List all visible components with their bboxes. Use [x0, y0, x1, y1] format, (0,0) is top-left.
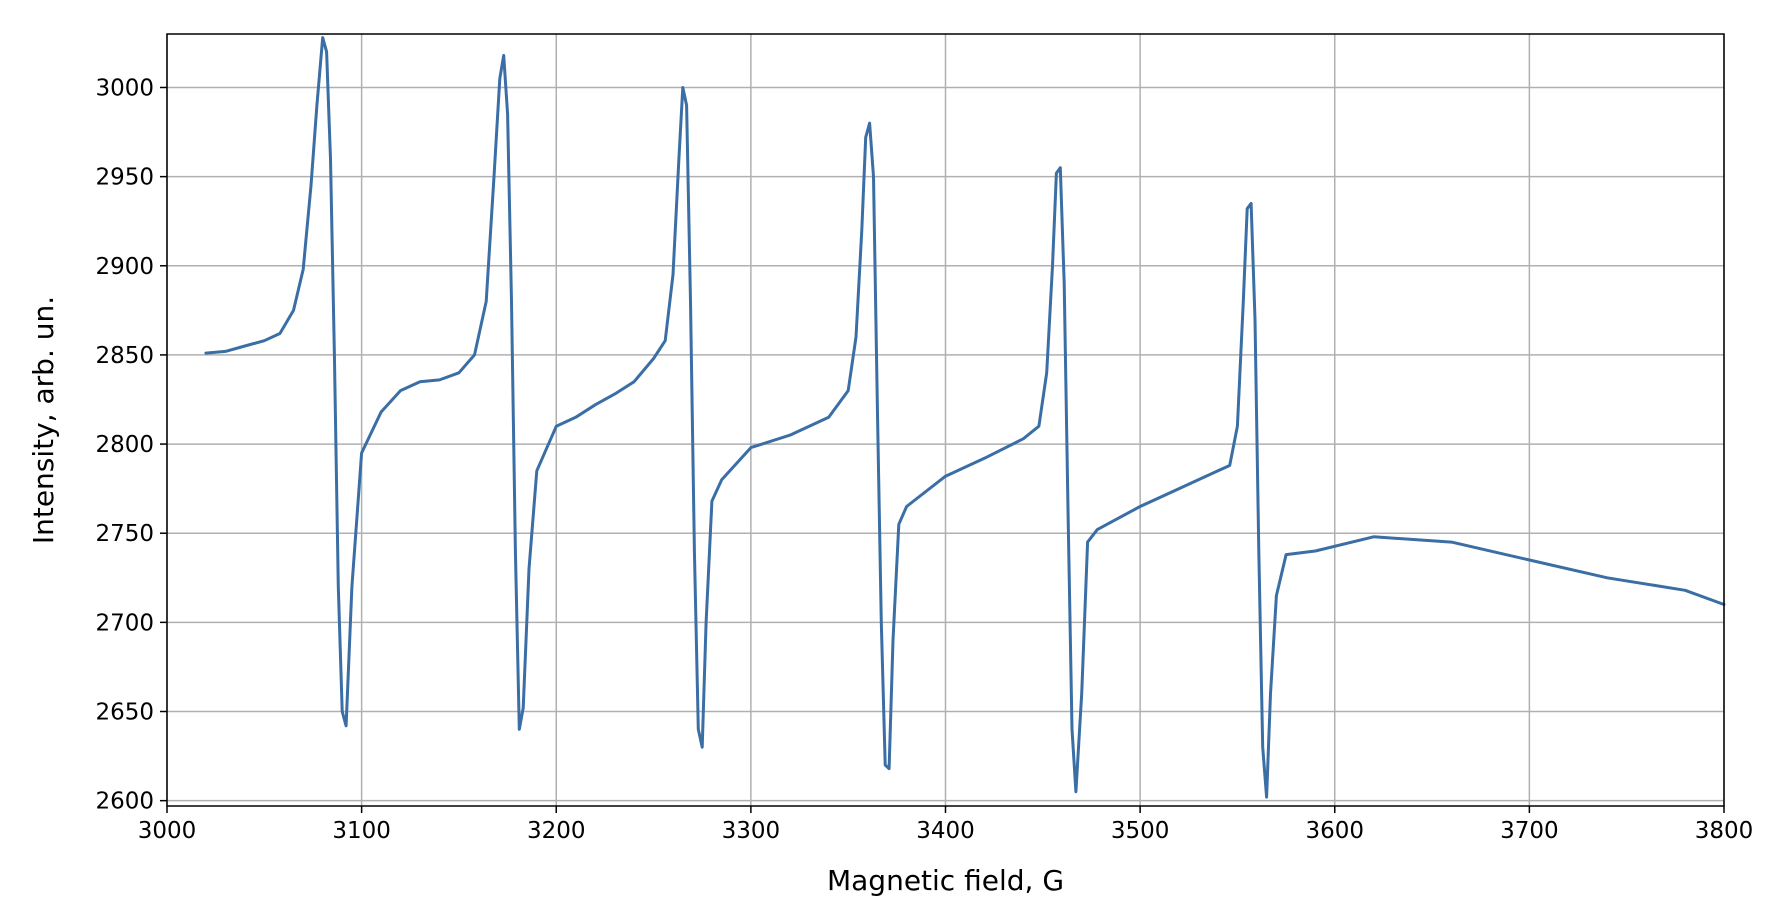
grid [166, 34, 1725, 806]
y-tick-label: 2600 [95, 789, 154, 815]
y-tick-label: 2950 [95, 165, 154, 191]
x-tick-label: 3400 [916, 818, 975, 844]
x-axis-label: Magnetic field, G [827, 864, 1064, 897]
x-tick-label: 3100 [332, 818, 391, 844]
y-tick-label: 2900 [95, 254, 154, 280]
series-layer [204, 36, 1726, 799]
y-tick-label: 2700 [95, 610, 154, 636]
y-axis-label: Intensity, arb. un. [27, 296, 60, 544]
y-tick-label: 2750 [95, 521, 154, 547]
y-tick-label: 3000 [95, 75, 154, 101]
x-tick-label: 3700 [1500, 818, 1559, 844]
x-tick-label: 3500 [1111, 818, 1170, 844]
x-tick-label: 3000 [138, 818, 197, 844]
x-tick-label: 3300 [722, 818, 781, 844]
ticks: 3000 3100 3200 3300 3400 3500 3600 3700 3800 2600… [95, 75, 1753, 844]
x-tick-label: 3200 [527, 818, 586, 844]
series-line [204, 36, 1726, 799]
y-tick-label: 2850 [95, 343, 154, 369]
x-tick-label: 3600 [1305, 818, 1364, 844]
y-tick-label: 2650 [95, 700, 154, 726]
y-tick-label: 2800 [95, 432, 154, 458]
x-tick-label: 3800 [1695, 818, 1754, 844]
